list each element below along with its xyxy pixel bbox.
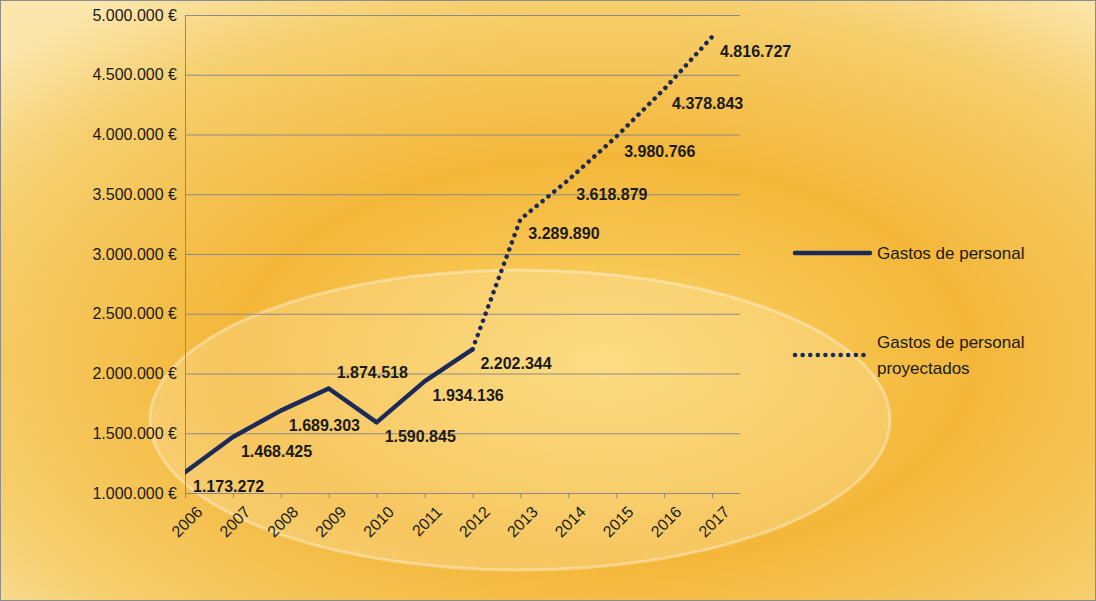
x-tick-mark <box>329 493 330 498</box>
y-tick-label: 5.000.000 € <box>92 7 177 24</box>
x-tick: 2011 <box>409 493 445 539</box>
data-label: 3.289.890 <box>528 225 599 242</box>
x-tick: 2009 <box>312 493 349 540</box>
y-tick: 4.500.000 € <box>92 66 740 83</box>
chart-svg: 1.000.000 € 1.500.000 € 2.000.000 € 2.500.0… <box>0 0 1096 601</box>
grid-line <box>185 374 740 375</box>
data-label: 4.378.843 <box>672 95 743 112</box>
x-tick-label: 2010 <box>360 503 397 540</box>
x-tick-label: 2008 <box>264 503 301 540</box>
grid-line <box>185 15 740 16</box>
x-tick: 2013 <box>504 493 541 540</box>
grid-line <box>185 194 740 195</box>
x-tick-mark <box>425 493 426 498</box>
x-tick-label: 2015 <box>600 503 637 540</box>
x-tick-label: 2007 <box>216 503 253 540</box>
x-tick: 2006 <box>168 493 205 540</box>
legend: Gastos de personal Gastos de personal proy… <box>795 244 1024 378</box>
data-label: 2.202.344 <box>480 355 551 372</box>
y-tick-label: 3.000.000 € <box>92 246 177 263</box>
data-labels: 1.173.272 1.468.425 1.689.303 1.874.518 1.59… <box>193 43 791 495</box>
data-label: 4.816.727 <box>720 43 791 60</box>
data-label: 1.874.518 <box>337 364 408 381</box>
x-tick-label: 2014 <box>552 503 589 540</box>
grid-line <box>185 135 740 136</box>
x-tick-mark <box>281 493 282 498</box>
y-tick: 3.000.000 € <box>92 246 740 263</box>
x-tick-label: 2013 <box>504 503 541 540</box>
x-tick-label: 2011 <box>409 503 445 539</box>
series-line <box>185 349 472 472</box>
decoration <box>150 270 890 570</box>
legend-label-line: Gastos de personal <box>877 333 1024 352</box>
x-axis-line <box>186 493 713 494</box>
x-tick: 2010 <box>360 493 397 540</box>
x-tick: 2017 <box>695 493 732 540</box>
background <box>1 1 1096 601</box>
grid-line <box>185 75 740 76</box>
legend-swatch <box>795 353 870 358</box>
data-label: 1.173.272 <box>193 478 264 495</box>
series-line <box>472 37 712 349</box>
grid-line <box>185 314 740 315</box>
x-tick-label: 2016 <box>647 503 684 540</box>
y-tick: 2.500.000 € <box>92 305 740 322</box>
y-tick-label: 2.500.000 € <box>92 305 177 322</box>
y-tick: 3.500.000 € <box>92 186 740 203</box>
data-label: 3.618.879 <box>576 186 647 203</box>
x-tick-mark <box>568 493 569 498</box>
y-axis: 1.000.000 € 1.500.000 € 2.000.000 € 2.500.0… <box>92 7 740 502</box>
x-tick-mark <box>712 493 713 498</box>
y-tick-label: 1.000.000 € <box>92 485 177 502</box>
x-tick: 2007 <box>216 493 253 540</box>
x-tick: 2014 <box>552 493 589 540</box>
legend-label-line: Gastos de personal <box>877 244 1024 263</box>
x-tick-label: 2017 <box>695 503 732 540</box>
x-tick: 2016 <box>647 493 684 540</box>
x-tick-mark <box>377 493 378 498</box>
y-tick-label: 4.000.000 € <box>92 126 177 143</box>
legend-label-line: proyectados <box>877 359 970 378</box>
legend-label: Gastos de personal proyectados <box>877 333 1024 378</box>
x-axis: 2006 2007 2008 2009 2010 2011 2012 2013 2014 2015… <box>168 493 732 540</box>
y-tick: 1.000.000 € <box>92 485 740 502</box>
x-tick: 2012 <box>456 493 493 540</box>
y-tick: 2.000.000 € <box>92 365 740 382</box>
y-tick-label: 4.500.000 € <box>92 66 177 83</box>
data-label: 1.468.425 <box>241 443 312 460</box>
x-tick-label: 2009 <box>312 503 349 540</box>
x-tick-mark <box>616 493 617 498</box>
data-label: 1.689.303 <box>289 417 360 434</box>
x-tick-mark <box>185 493 186 498</box>
x-tick-label: 2006 <box>168 503 205 540</box>
x-tick: 2008 <box>264 493 301 540</box>
plot-area <box>185 37 712 472</box>
grid-line <box>185 493 740 494</box>
data-label: 1.590.845 <box>385 428 456 445</box>
chart-container: 1.000.000 € 1.500.000 € 2.000.000 € 2.500.0… <box>0 0 1096 601</box>
y-tick-label: 3.500.000 € <box>92 186 177 203</box>
data-label: 3.980.766 <box>624 143 695 160</box>
x-tick-mark <box>664 493 665 498</box>
grid-line <box>185 433 740 434</box>
legend-label: Gastos de personal <box>877 244 1024 263</box>
y-tick-label: 1.500.000 € <box>92 425 177 442</box>
y-tick: 5.000.000 € <box>92 7 740 24</box>
legend-swatch <box>795 251 870 256</box>
x-tick-mark <box>520 493 521 498</box>
y-tick-label: 2.000.000 € <box>92 365 177 382</box>
y-tick: 4.000.000 € <box>92 126 740 143</box>
x-tick-mark <box>472 493 473 498</box>
x-tick: 2015 <box>600 493 637 540</box>
grid-line <box>185 254 740 255</box>
x-tick-label: 2012 <box>456 503 493 540</box>
data-label: 1.934.136 <box>433 387 504 404</box>
